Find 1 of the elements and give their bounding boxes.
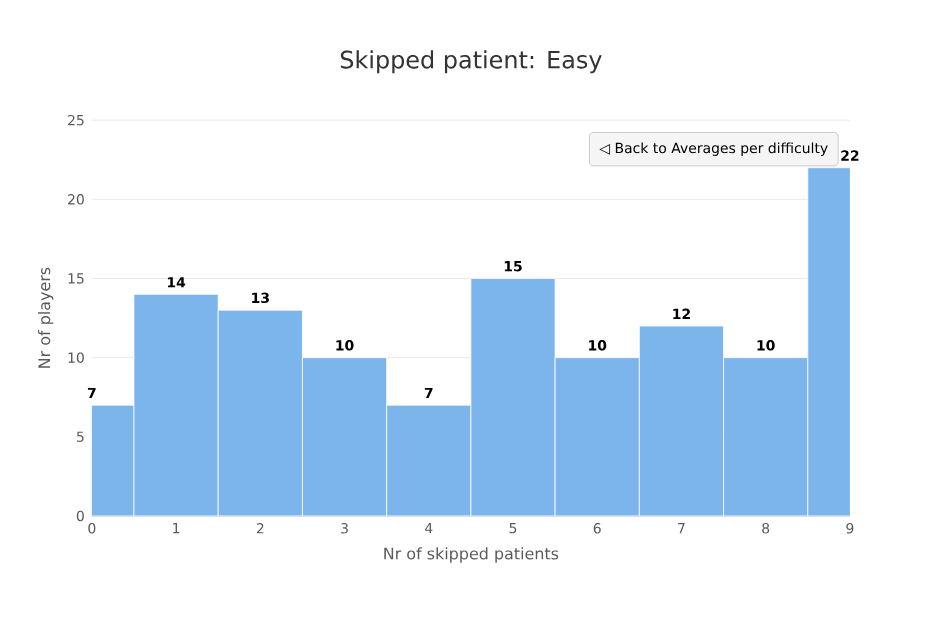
- chart-title: Skipped patient: Easy: [340, 50, 602, 74]
